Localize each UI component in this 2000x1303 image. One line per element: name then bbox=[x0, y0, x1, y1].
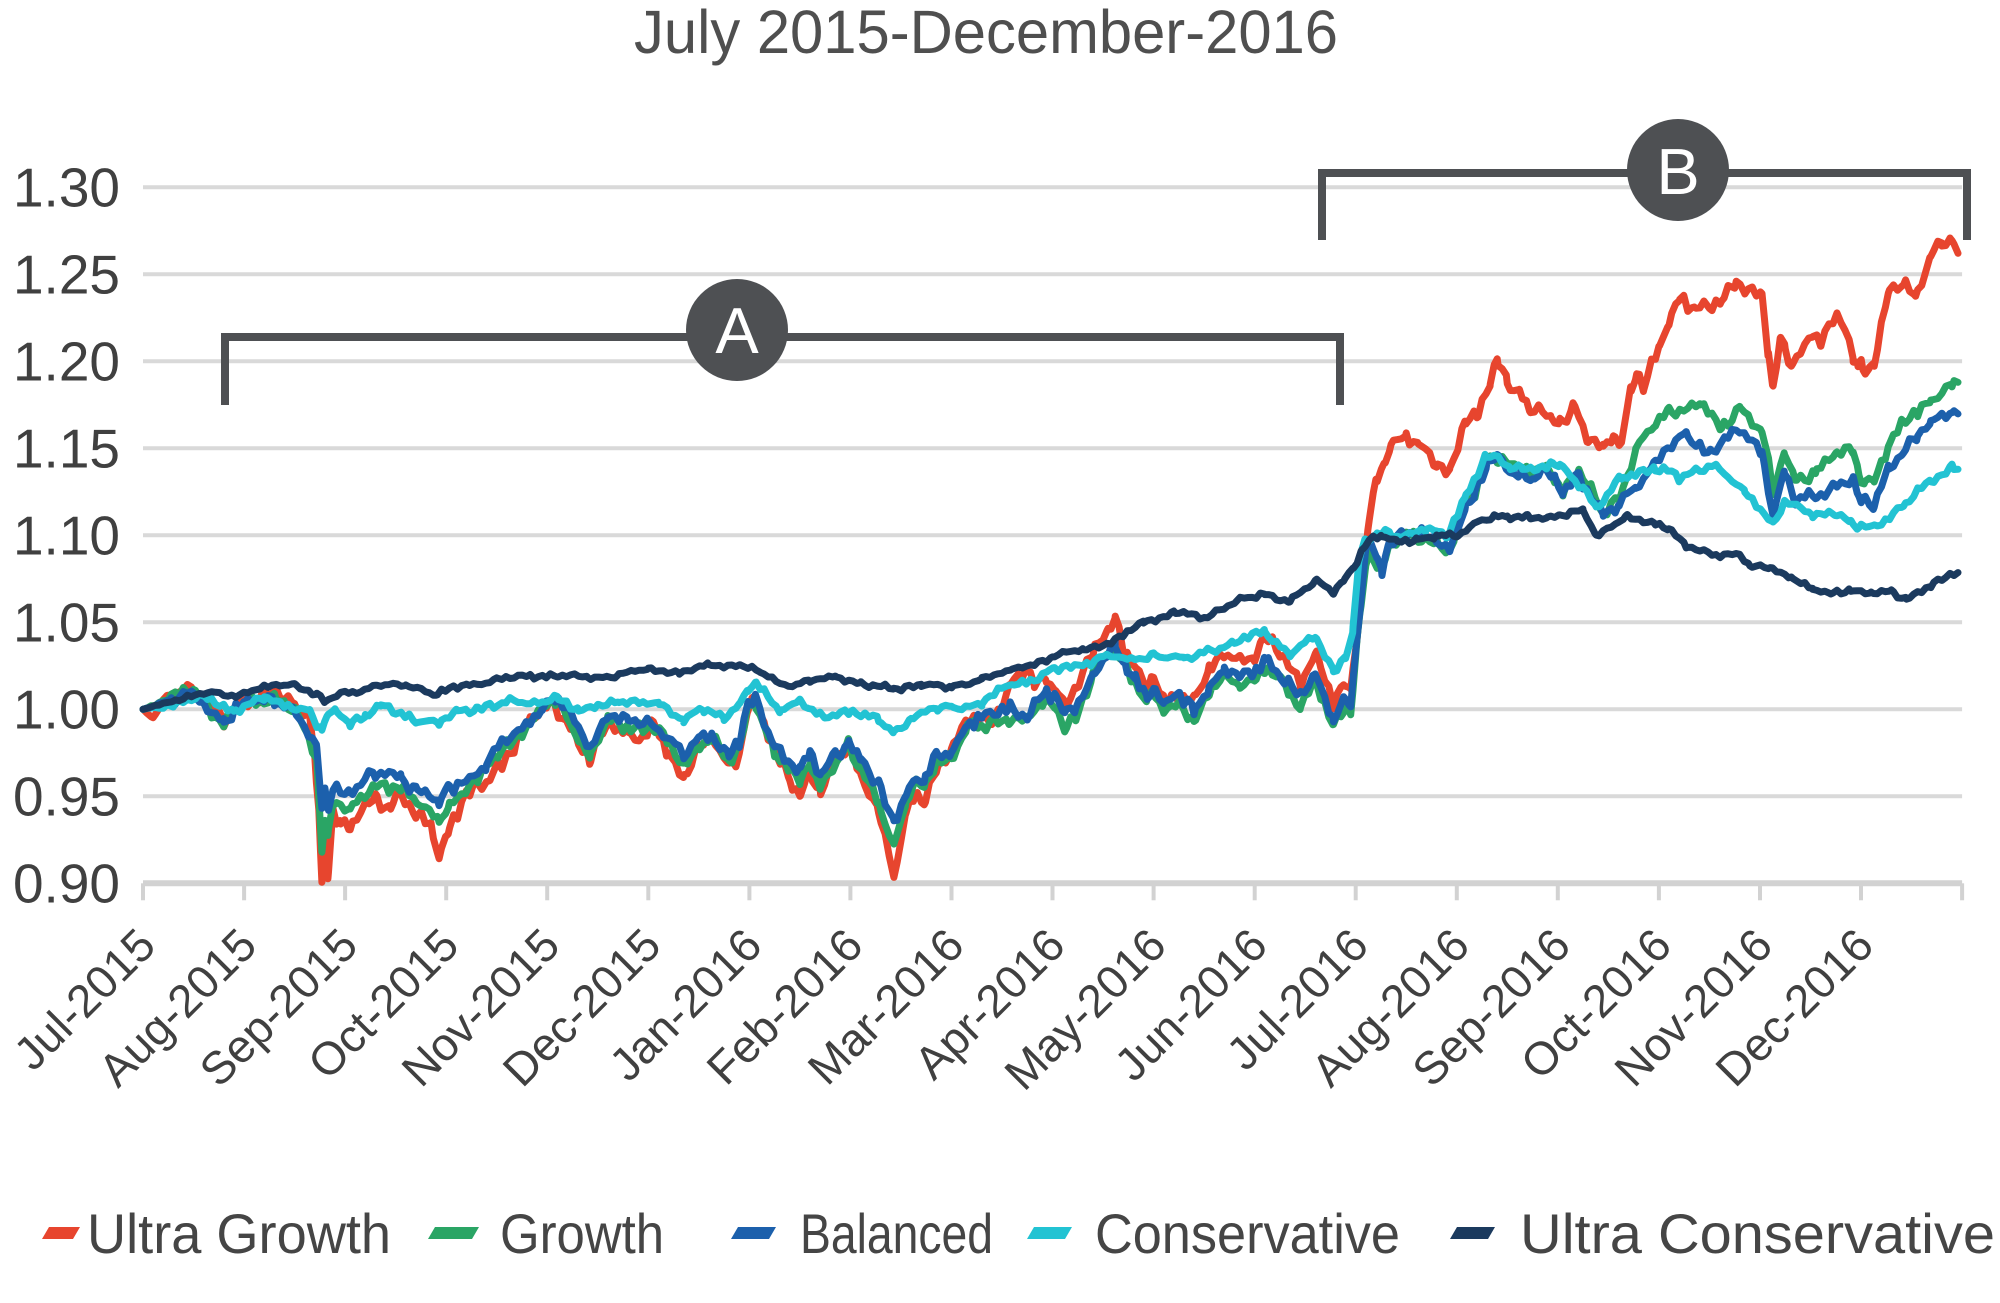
svg-text:0.95: 0.95 bbox=[13, 765, 120, 827]
svg-text:1.05: 1.05 bbox=[13, 591, 120, 653]
svg-text:1.10: 1.10 bbox=[13, 504, 120, 566]
svg-text:B: B bbox=[1656, 135, 1699, 208]
svg-text:A: A bbox=[715, 294, 759, 367]
svg-text:Balanced: Balanced bbox=[800, 1202, 993, 1265]
svg-text:Growth: Growth bbox=[500, 1202, 664, 1265]
svg-text:1.25: 1.25 bbox=[13, 243, 120, 305]
svg-text:1.00: 1.00 bbox=[13, 678, 120, 740]
svg-text:Ultra Conservative: Ultra Conservative bbox=[1520, 1202, 1995, 1265]
svg-text:1.20: 1.20 bbox=[13, 330, 120, 392]
svg-text:Conservative: Conservative bbox=[1095, 1202, 1400, 1265]
svg-text:1.15: 1.15 bbox=[13, 417, 120, 479]
svg-text:July 2015-December-2016: July 2015-December-2016 bbox=[634, 0, 1338, 66]
svg-text:1.30: 1.30 bbox=[13, 156, 120, 218]
svg-text:Ultra Growth: Ultra Growth bbox=[87, 1202, 391, 1265]
svg-text:0.90: 0.90 bbox=[13, 852, 120, 914]
